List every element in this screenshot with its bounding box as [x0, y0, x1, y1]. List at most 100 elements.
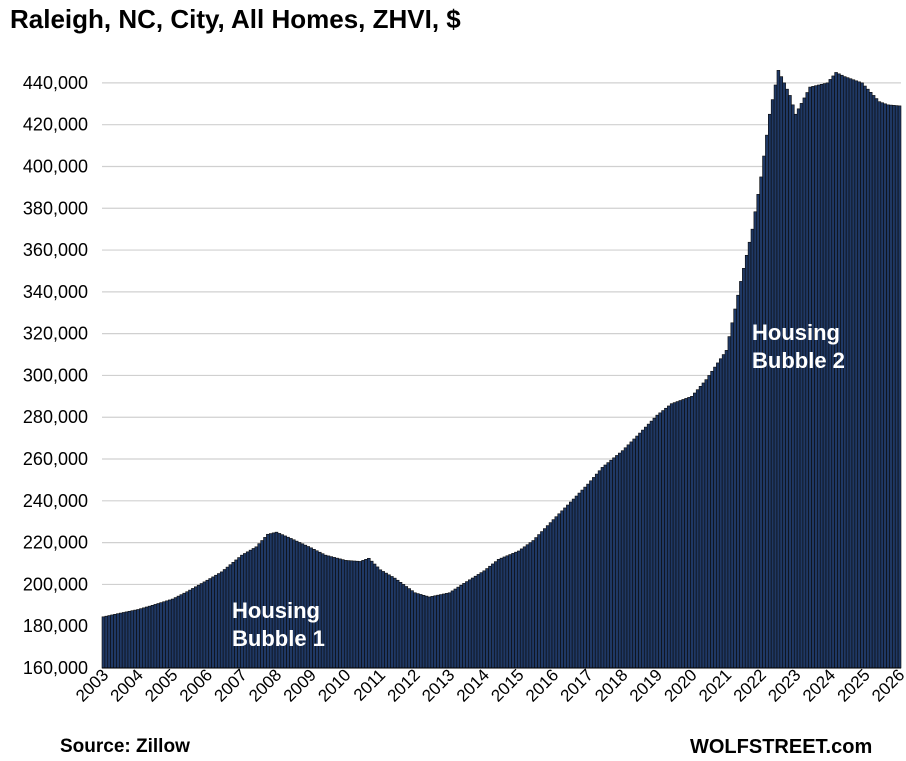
- y-tick-label: 440,000: [23, 73, 88, 93]
- x-tick-label: 2010: [314, 665, 354, 705]
- bar: [194, 586, 198, 669]
- x-tick-label: 2008: [245, 665, 285, 705]
- bar: [147, 605, 152, 669]
- bar: [416, 593, 420, 669]
- bar: [543, 528, 547, 669]
- bar: [369, 560, 374, 669]
- bar: [519, 548, 524, 669]
- bar: [222, 569, 227, 669]
- bar: [205, 579, 210, 669]
- x-tick-label: 2026: [868, 665, 906, 705]
- bar: [799, 103, 804, 669]
- bar: [880, 102, 884, 669]
- bar: [465, 581, 469, 669]
- bar: [655, 414, 660, 669]
- bar: [343, 560, 348, 669]
- bar: [196, 584, 201, 669]
- bar: [188, 589, 192, 669]
- bar: [375, 566, 380, 669]
- x-tick-label: 2014: [453, 665, 493, 705]
- bar: [560, 510, 564, 669]
- bar: [557, 513, 561, 669]
- bar: [678, 400, 683, 669]
- bar: [470, 577, 475, 669]
- y-axis: 160,000 180,000 200,000 220,000 240,000 260,0…: [23, 73, 88, 678]
- bar: [217, 573, 221, 669]
- bar: [548, 522, 553, 669]
- bar: [594, 473, 599, 669]
- x-tick-label: 2021: [695, 665, 735, 705]
- bar: [791, 104, 795, 669]
- bar: [352, 560, 357, 669]
- bar: [883, 103, 887, 669]
- bar: [822, 83, 827, 669]
- bar: [693, 392, 697, 669]
- y-tick-label: 340,000: [23, 282, 88, 302]
- bar: [514, 551, 518, 669]
- bar: [179, 594, 184, 669]
- bar: [127, 610, 132, 669]
- bar: [130, 610, 135, 669]
- bar: [635, 435, 639, 669]
- bar: [886, 104, 890, 669]
- bar: [747, 241, 752, 669]
- bar: [759, 176, 763, 669]
- bar: [540, 531, 544, 669]
- bar: [894, 105, 899, 669]
- bar: [551, 519, 556, 669]
- bar: [854, 80, 859, 669]
- bar: [897, 105, 902, 669]
- bar: [341, 559, 345, 669]
- bar: [534, 537, 538, 669]
- bar: [136, 609, 140, 669]
- x-tick-label: 2018: [591, 665, 631, 705]
- y-tick-label: 380,000: [23, 198, 88, 218]
- bar: [418, 594, 423, 669]
- bar: [528, 542, 533, 669]
- bar: [684, 398, 688, 669]
- bar: [430, 596, 435, 669]
- bar: [597, 470, 602, 669]
- bar: [690, 396, 694, 669]
- x-tick-label: 2022: [730, 665, 770, 705]
- bar: [695, 389, 700, 669]
- bar: [704, 379, 709, 669]
- bar: [202, 581, 207, 669]
- y-tick-label: 300,000: [23, 365, 88, 385]
- bar: [721, 354, 726, 669]
- bar: [606, 462, 610, 669]
- y-tick-label: 180,000: [23, 616, 88, 636]
- bar: [687, 397, 691, 669]
- bar: [124, 611, 129, 669]
- bar: [825, 82, 830, 669]
- bar: [868, 92, 873, 669]
- bar: [788, 95, 792, 669]
- bar: [643, 426, 648, 669]
- y-tick-label: 400,000: [23, 156, 88, 176]
- bar: [162, 601, 166, 669]
- bar: [742, 268, 746, 669]
- chart-title: Raleigh, NC, City, All Homes, ZHVI, $: [10, 4, 461, 34]
- bar: [785, 88, 789, 669]
- bar: [620, 450, 625, 669]
- bar: [159, 602, 163, 669]
- bar: [626, 444, 631, 669]
- bar: [808, 86, 812, 669]
- bar: [367, 557, 371, 669]
- bar: [768, 113, 772, 669]
- bar: [398, 582, 403, 669]
- bar: [361, 560, 365, 669]
- bar: [762, 155, 766, 669]
- bar: [456, 586, 460, 669]
- bar: [372, 563, 377, 669]
- bar: [744, 254, 749, 669]
- bar: [211, 576, 215, 669]
- bar: [652, 417, 657, 669]
- bar: [153, 604, 158, 669]
- x-tick-label: 2020: [661, 665, 701, 705]
- y-tick-label: 280,000: [23, 407, 88, 427]
- bar: [185, 591, 189, 669]
- bar: [819, 83, 824, 669]
- bar: [577, 492, 582, 669]
- x-tick-label: 2004: [107, 665, 147, 705]
